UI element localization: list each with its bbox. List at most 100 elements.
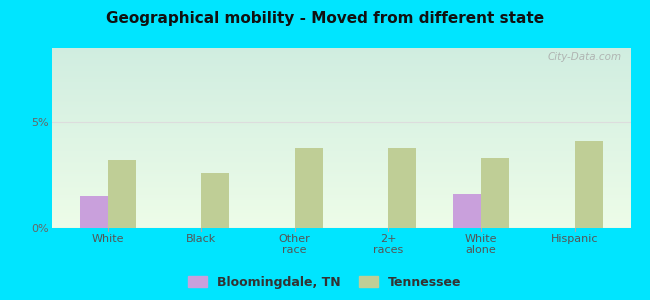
Bar — [52, 110, 630, 111]
Bar — [52, 193, 630, 194]
Bar — [52, 67, 630, 68]
Bar — [52, 175, 630, 176]
Bar — [52, 146, 630, 147]
Bar — [52, 227, 630, 228]
Bar — [52, 112, 630, 113]
Bar — [52, 98, 630, 99]
Bar — [52, 52, 630, 53]
Bar — [202, 173, 229, 228]
Bar — [52, 167, 630, 168]
Bar — [52, 169, 630, 170]
Bar — [52, 183, 630, 184]
Bar — [52, 120, 630, 121]
Bar — [52, 165, 630, 166]
Bar — [52, 210, 630, 211]
Bar — [52, 218, 630, 219]
Bar — [52, 104, 630, 105]
Bar — [52, 78, 630, 79]
Bar — [52, 58, 630, 59]
Bar — [52, 182, 630, 183]
Bar — [52, 63, 630, 64]
Bar — [52, 105, 630, 106]
Bar — [52, 195, 630, 196]
Bar — [52, 148, 630, 149]
Bar — [52, 212, 630, 213]
Bar — [52, 138, 630, 139]
Bar — [52, 70, 630, 71]
Bar — [52, 194, 630, 195]
Bar — [52, 216, 630, 217]
Text: City-Data.com: City-Data.com — [548, 52, 622, 61]
Bar — [52, 136, 630, 137]
Bar — [52, 142, 630, 143]
Bar — [52, 99, 630, 100]
Bar — [52, 101, 630, 102]
Bar — [52, 50, 630, 51]
Bar — [52, 56, 630, 57]
Bar — [52, 201, 630, 202]
Bar — [108, 160, 136, 228]
Bar — [52, 188, 630, 189]
Bar — [52, 54, 630, 55]
Bar — [52, 126, 630, 127]
Bar — [52, 127, 630, 128]
Bar — [52, 94, 630, 95]
Bar — [52, 141, 630, 142]
Bar — [52, 219, 630, 220]
Bar — [52, 178, 630, 179]
Bar — [52, 157, 630, 158]
Bar — [52, 159, 630, 160]
Bar — [294, 148, 322, 228]
Bar — [52, 132, 630, 133]
Bar — [52, 95, 630, 96]
Bar — [52, 154, 630, 155]
Bar — [80, 196, 108, 228]
Bar — [52, 68, 630, 69]
Bar — [52, 81, 630, 82]
Bar — [52, 139, 630, 140]
Bar — [52, 57, 630, 58]
Bar — [52, 88, 630, 89]
Bar — [52, 168, 630, 169]
Bar — [52, 51, 630, 52]
Bar — [52, 137, 630, 138]
Bar — [52, 180, 630, 181]
Bar — [52, 61, 630, 62]
Bar — [52, 190, 630, 191]
Bar — [52, 62, 630, 63]
Bar — [52, 226, 630, 227]
Bar — [52, 156, 630, 157]
Bar — [52, 221, 630, 222]
Bar — [52, 222, 630, 223]
Bar — [52, 86, 630, 87]
Bar — [52, 90, 630, 91]
Bar — [52, 55, 630, 56]
Bar — [52, 204, 630, 205]
Bar — [52, 177, 630, 178]
Bar — [52, 129, 630, 130]
Bar — [575, 141, 603, 228]
Bar — [52, 143, 630, 144]
Bar — [52, 103, 630, 104]
Bar — [52, 151, 630, 152]
Bar — [52, 119, 630, 120]
Bar — [52, 48, 630, 49]
Bar — [52, 203, 630, 204]
Bar — [52, 113, 630, 114]
Bar — [52, 144, 630, 145]
Bar — [52, 69, 630, 70]
Bar — [52, 217, 630, 218]
Bar — [52, 121, 630, 122]
Bar — [52, 140, 630, 141]
Bar — [52, 196, 630, 197]
Bar — [52, 207, 630, 208]
Bar — [52, 117, 630, 118]
Bar — [52, 114, 630, 115]
Bar — [52, 220, 630, 221]
Bar — [52, 49, 630, 50]
Bar — [52, 66, 630, 67]
Bar — [52, 184, 630, 185]
Bar — [52, 72, 630, 73]
Bar — [52, 59, 630, 60]
Bar — [52, 223, 630, 224]
